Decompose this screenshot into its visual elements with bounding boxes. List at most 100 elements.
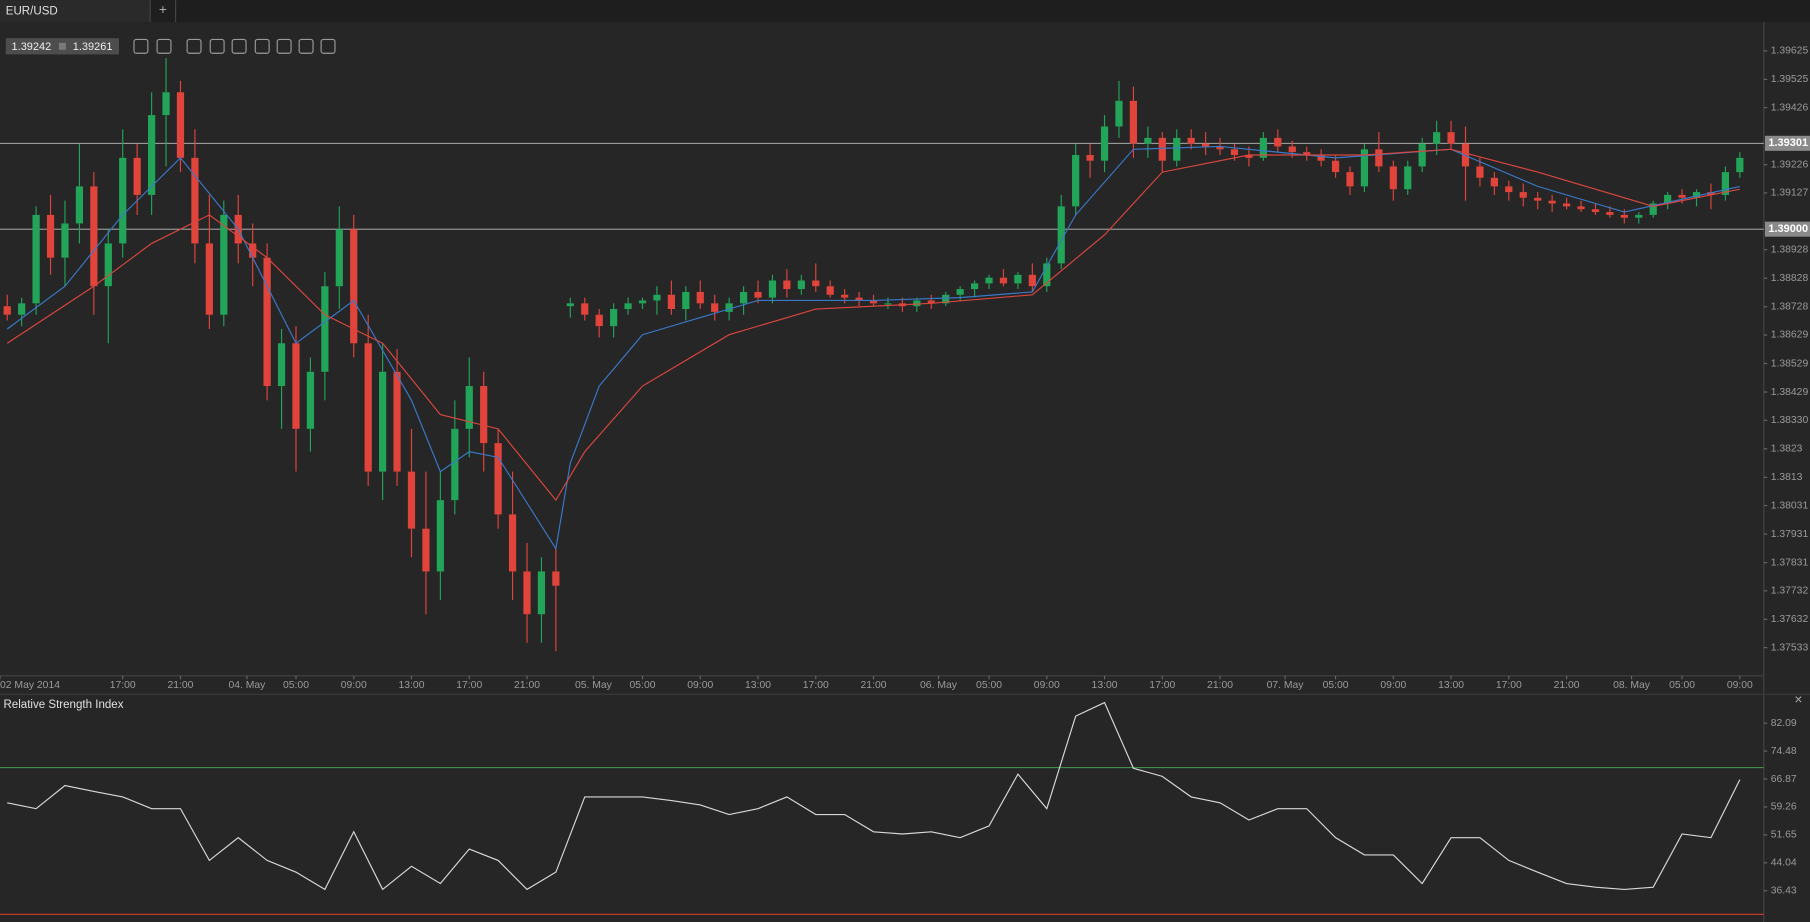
candle-body xyxy=(1606,212,1614,215)
y-tick-label: 1.38828 xyxy=(1771,273,1809,284)
candle-body xyxy=(379,371,387,472)
candle-body xyxy=(826,286,834,295)
candle-body xyxy=(1505,186,1513,193)
candle-body xyxy=(1115,100,1123,127)
y-tick-label: 74.48 xyxy=(1771,746,1797,757)
x-tick-label: 21:00 xyxy=(167,680,193,691)
y-tick-label: 1.37931 xyxy=(1771,529,1809,540)
y-tick-label: 51.65 xyxy=(1771,830,1797,841)
candle-body xyxy=(1577,206,1585,210)
candle-body xyxy=(277,343,286,387)
candle-body xyxy=(494,443,502,515)
x-tick-label: 05:00 xyxy=(630,680,656,691)
zoom-out[interactable] xyxy=(133,38,149,54)
candle-body xyxy=(220,214,228,315)
candle-body xyxy=(1173,137,1181,161)
tab[interactable] xyxy=(0,0,151,23)
candle-body xyxy=(1230,149,1239,156)
candle-body xyxy=(1201,143,1210,147)
candle-body xyxy=(1216,146,1224,150)
candle-body xyxy=(523,571,531,615)
rsi-line xyxy=(7,701,1741,891)
candle-body xyxy=(3,306,11,315)
candle-body xyxy=(1736,157,1744,173)
x-tick-label: 09:00 xyxy=(341,680,367,691)
candle-body xyxy=(1072,155,1080,207)
candle-body xyxy=(162,92,170,116)
candle-body xyxy=(1057,206,1065,264)
candle-body xyxy=(1303,152,1311,156)
candle-body xyxy=(653,294,661,301)
candle-body xyxy=(1144,137,1152,144)
indicators[interactable] xyxy=(231,38,247,54)
x-tick-label: 13:00 xyxy=(745,680,771,691)
candle-body xyxy=(1418,143,1426,167)
candle-body xyxy=(1620,214,1628,218)
candle-body xyxy=(1375,149,1383,167)
candle-body xyxy=(292,343,300,429)
close-pane[interactable]: × xyxy=(1794,691,1802,707)
candle-body xyxy=(75,186,84,224)
timeframe[interactable] xyxy=(186,38,202,54)
x-tick-label: 13:00 xyxy=(1438,680,1464,691)
objects[interactable] xyxy=(276,38,292,54)
candle-body xyxy=(1028,274,1036,287)
candle-body xyxy=(393,371,401,472)
candle-body xyxy=(1664,194,1672,204)
candle-body xyxy=(927,300,935,304)
y-tick-label: 1.37533 xyxy=(1771,642,1809,653)
candle-body xyxy=(1692,192,1701,198)
candle-body xyxy=(480,386,488,444)
add-tab[interactable]: + xyxy=(159,1,167,17)
y-tick-label: 44.04 xyxy=(1771,858,1797,869)
candle-body xyxy=(147,115,156,195)
x-tick-label: 02 May 2014 xyxy=(0,680,60,691)
templates[interactable] xyxy=(254,38,270,54)
candle-body xyxy=(263,257,271,387)
candle-body xyxy=(783,280,791,290)
candle-body xyxy=(1548,200,1556,204)
y-tick-label: 66.87 xyxy=(1771,774,1797,785)
y-tick-label: 1.37831 xyxy=(1771,557,1809,568)
candle-body xyxy=(1129,100,1138,144)
candle-body xyxy=(1447,132,1455,144)
candle-body xyxy=(350,229,358,344)
y-tick-label: 1.37732 xyxy=(1771,586,1809,597)
x-tick-label: 04. May xyxy=(228,680,266,691)
y-tick-label: 1.39625 xyxy=(1771,46,1809,57)
zoom-in[interactable] xyxy=(156,38,172,54)
candle-body xyxy=(1158,137,1166,161)
candle-body xyxy=(90,186,98,287)
draw-pencil[interactable] xyxy=(320,38,336,54)
x-tick-label: 05. May xyxy=(575,680,613,691)
candle-body xyxy=(754,291,762,298)
quote-separator xyxy=(58,42,66,50)
chart-type[interactable] xyxy=(209,38,225,54)
candle-body xyxy=(552,571,560,586)
x-tick-label: 13:00 xyxy=(399,680,425,691)
candle-body xyxy=(970,283,979,290)
price-level-tag xyxy=(1764,135,1810,151)
draw-line[interactable] xyxy=(298,38,314,54)
candle-body xyxy=(1187,137,1195,144)
candle-body xyxy=(884,303,892,305)
candle-body xyxy=(1476,166,1484,178)
candle-body xyxy=(1245,155,1253,158)
candle-body xyxy=(1678,194,1686,198)
candle-body xyxy=(436,500,444,572)
price-level-tag xyxy=(1764,221,1810,237)
candle-body xyxy=(422,528,430,572)
candle-body xyxy=(1360,149,1369,187)
candle-body xyxy=(1534,197,1542,201)
candle-body xyxy=(1490,177,1498,187)
tab-title[interactable]: EUR/USD xyxy=(6,6,58,18)
x-tick-label: 07. May xyxy=(1267,680,1305,691)
y-tick-label: 1.38031 xyxy=(1771,500,1809,511)
x-tick-label: 09:00 xyxy=(1380,680,1406,691)
candle-body xyxy=(61,223,69,258)
candle-body xyxy=(942,294,950,304)
candle-body xyxy=(451,428,459,501)
y-tick-label: 1.39127 xyxy=(1771,188,1809,199)
x-tick-label: 17:00 xyxy=(803,680,829,691)
moving-average xyxy=(6,148,1740,502)
